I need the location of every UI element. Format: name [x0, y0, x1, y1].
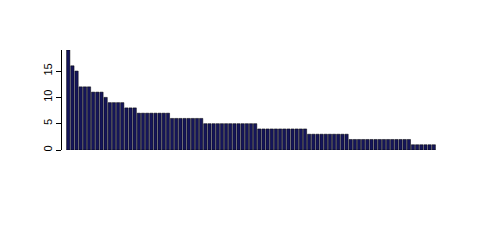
svg-text:15: 15 — [42, 63, 54, 75]
svg-text:5: 5 — [42, 119, 54, 125]
svg-text:10: 10 — [42, 90, 54, 102]
svg-text:0: 0 — [42, 145, 54, 151]
